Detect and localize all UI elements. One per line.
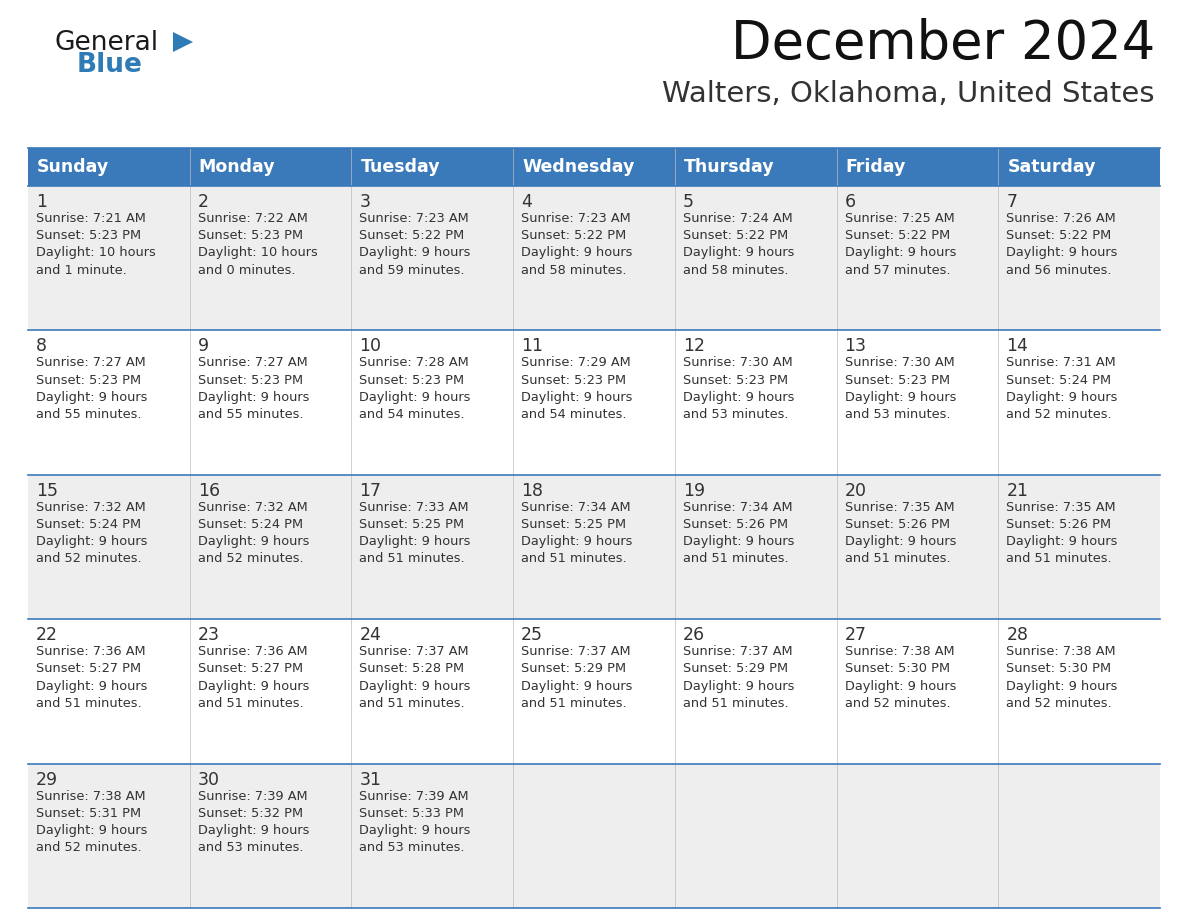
Text: 20: 20 [845,482,866,499]
Text: Sunrise: 7:27 AM
Sunset: 5:23 PM
Daylight: 9 hours
and 55 minutes.: Sunrise: 7:27 AM Sunset: 5:23 PM Dayligh… [36,356,147,421]
Text: Sunrise: 7:36 AM
Sunset: 5:27 PM
Daylight: 9 hours
and 51 minutes.: Sunrise: 7:36 AM Sunset: 5:27 PM Dayligh… [197,645,309,710]
Text: Sunrise: 7:32 AM
Sunset: 5:24 PM
Daylight: 9 hours
and 52 minutes.: Sunrise: 7:32 AM Sunset: 5:24 PM Dayligh… [36,501,147,565]
Text: Sunrise: 7:36 AM
Sunset: 5:27 PM
Daylight: 9 hours
and 51 minutes.: Sunrise: 7:36 AM Sunset: 5:27 PM Dayligh… [36,645,147,710]
Text: Sunrise: 7:38 AM
Sunset: 5:30 PM
Daylight: 9 hours
and 52 minutes.: Sunrise: 7:38 AM Sunset: 5:30 PM Dayligh… [1006,645,1118,710]
Bar [29,475,1159,620]
Text: Sunrise: 7:31 AM
Sunset: 5:24 PM
Daylight: 9 hours
and 52 minutes.: Sunrise: 7:31 AM Sunset: 5:24 PM Dayligh… [1006,356,1118,421]
Text: Thursday: Thursday [684,158,775,176]
Text: 11: 11 [522,338,543,355]
Text: 8: 8 [36,338,48,355]
Text: 7: 7 [1006,193,1017,211]
Bar [29,330,1159,475]
Text: 9: 9 [197,338,209,355]
Text: 6: 6 [845,193,855,211]
Text: 31: 31 [360,770,381,789]
Text: 5: 5 [683,193,694,211]
Text: 27: 27 [845,626,866,644]
Text: Sunrise: 7:38 AM
Sunset: 5:31 PM
Daylight: 9 hours
and 52 minutes.: Sunrise: 7:38 AM Sunset: 5:31 PM Dayligh… [36,789,147,855]
Text: Sunrise: 7:37 AM
Sunset: 5:29 PM
Daylight: 9 hours
and 51 minutes.: Sunrise: 7:37 AM Sunset: 5:29 PM Dayligh… [522,645,632,710]
Text: 4: 4 [522,193,532,211]
Text: 13: 13 [845,338,866,355]
Text: Sunrise: 7:37 AM
Sunset: 5:29 PM
Daylight: 9 hours
and 51 minutes.: Sunrise: 7:37 AM Sunset: 5:29 PM Dayligh… [683,645,795,710]
Text: Sunrise: 7:27 AM
Sunset: 5:23 PM
Daylight: 9 hours
and 55 minutes.: Sunrise: 7:27 AM Sunset: 5:23 PM Dayligh… [197,356,309,421]
Text: Wednesday: Wednesday [523,158,634,176]
Text: Saturday: Saturday [1007,158,1095,176]
Text: Sunrise: 7:29 AM
Sunset: 5:23 PM
Daylight: 9 hours
and 54 minutes.: Sunrise: 7:29 AM Sunset: 5:23 PM Dayligh… [522,356,632,421]
Text: December 2024: December 2024 [731,18,1155,70]
Bar [29,186,1159,330]
Text: Sunrise: 7:35 AM
Sunset: 5:26 PM
Daylight: 9 hours
and 51 minutes.: Sunrise: 7:35 AM Sunset: 5:26 PM Dayligh… [1006,501,1118,565]
Text: 14: 14 [1006,338,1028,355]
Text: 25: 25 [522,626,543,644]
Text: 30: 30 [197,770,220,789]
Bar [29,620,1159,764]
Text: 16: 16 [197,482,220,499]
Text: 22: 22 [36,626,58,644]
Text: General: General [55,30,159,56]
Text: 1: 1 [36,193,48,211]
Text: 21: 21 [1006,482,1029,499]
Text: 24: 24 [360,626,381,644]
Text: 17: 17 [360,482,381,499]
Text: 26: 26 [683,626,704,644]
Bar [29,148,1159,186]
Text: Sunrise: 7:28 AM
Sunset: 5:23 PM
Daylight: 9 hours
and 54 minutes.: Sunrise: 7:28 AM Sunset: 5:23 PM Dayligh… [360,356,470,421]
Text: Sunrise: 7:24 AM
Sunset: 5:22 PM
Daylight: 9 hours
and 58 minutes.: Sunrise: 7:24 AM Sunset: 5:22 PM Dayligh… [683,212,795,276]
Text: Tuesday: Tuesday [360,158,440,176]
Text: Sunrise: 7:35 AM
Sunset: 5:26 PM
Daylight: 9 hours
and 51 minutes.: Sunrise: 7:35 AM Sunset: 5:26 PM Dayligh… [845,501,956,565]
Polygon shape [173,32,192,52]
Text: 12: 12 [683,338,704,355]
Text: Sunrise: 7:34 AM
Sunset: 5:26 PM
Daylight: 9 hours
and 51 minutes.: Sunrise: 7:34 AM Sunset: 5:26 PM Dayligh… [683,501,795,565]
Text: Sunrise: 7:30 AM
Sunset: 5:23 PM
Daylight: 9 hours
and 53 minutes.: Sunrise: 7:30 AM Sunset: 5:23 PM Dayligh… [683,356,795,421]
Text: Sunrise: 7:21 AM
Sunset: 5:23 PM
Daylight: 10 hours
and 1 minute.: Sunrise: 7:21 AM Sunset: 5:23 PM Dayligh… [36,212,156,276]
Text: Blue: Blue [77,52,143,78]
Text: Sunrise: 7:22 AM
Sunset: 5:23 PM
Daylight: 10 hours
and 0 minutes.: Sunrise: 7:22 AM Sunset: 5:23 PM Dayligh… [197,212,317,276]
Text: 28: 28 [1006,626,1029,644]
Text: 10: 10 [360,338,381,355]
Text: 23: 23 [197,626,220,644]
Text: Sunrise: 7:32 AM
Sunset: 5:24 PM
Daylight: 9 hours
and 52 minutes.: Sunrise: 7:32 AM Sunset: 5:24 PM Dayligh… [197,501,309,565]
Text: 18: 18 [522,482,543,499]
Text: Sunrise: 7:37 AM
Sunset: 5:28 PM
Daylight: 9 hours
and 51 minutes.: Sunrise: 7:37 AM Sunset: 5:28 PM Dayligh… [360,645,470,710]
Text: Friday: Friday [846,158,906,176]
Text: Sunrise: 7:38 AM
Sunset: 5:30 PM
Daylight: 9 hours
and 52 minutes.: Sunrise: 7:38 AM Sunset: 5:30 PM Dayligh… [845,645,956,710]
Text: Sunrise: 7:39 AM
Sunset: 5:32 PM
Daylight: 9 hours
and 53 minutes.: Sunrise: 7:39 AM Sunset: 5:32 PM Dayligh… [197,789,309,855]
Text: Sunrise: 7:33 AM
Sunset: 5:25 PM
Daylight: 9 hours
and 51 minutes.: Sunrise: 7:33 AM Sunset: 5:25 PM Dayligh… [360,501,470,565]
Text: 29: 29 [36,770,58,789]
Text: 2: 2 [197,193,209,211]
Text: Walters, Oklahoma, United States: Walters, Oklahoma, United States [663,80,1155,108]
Bar [29,764,1159,908]
Text: Sunrise: 7:23 AM
Sunset: 5:22 PM
Daylight: 9 hours
and 59 minutes.: Sunrise: 7:23 AM Sunset: 5:22 PM Dayligh… [360,212,470,276]
Text: Monday: Monday [198,158,276,176]
Text: Sunrise: 7:30 AM
Sunset: 5:23 PM
Daylight: 9 hours
and 53 minutes.: Sunrise: 7:30 AM Sunset: 5:23 PM Dayligh… [845,356,956,421]
Text: Sunrise: 7:39 AM
Sunset: 5:33 PM
Daylight: 9 hours
and 53 minutes.: Sunrise: 7:39 AM Sunset: 5:33 PM Dayligh… [360,789,470,855]
Text: Sunday: Sunday [37,158,109,176]
Text: Sunrise: 7:34 AM
Sunset: 5:25 PM
Daylight: 9 hours
and 51 minutes.: Sunrise: 7:34 AM Sunset: 5:25 PM Dayligh… [522,501,632,565]
Text: Sunrise: 7:25 AM
Sunset: 5:22 PM
Daylight: 9 hours
and 57 minutes.: Sunrise: 7:25 AM Sunset: 5:22 PM Dayligh… [845,212,956,276]
Text: 15: 15 [36,482,58,499]
Text: 19: 19 [683,482,704,499]
Text: Sunrise: 7:26 AM
Sunset: 5:22 PM
Daylight: 9 hours
and 56 minutes.: Sunrise: 7:26 AM Sunset: 5:22 PM Dayligh… [1006,212,1118,276]
Text: 3: 3 [360,193,371,211]
Text: Sunrise: 7:23 AM
Sunset: 5:22 PM
Daylight: 9 hours
and 58 minutes.: Sunrise: 7:23 AM Sunset: 5:22 PM Dayligh… [522,212,632,276]
